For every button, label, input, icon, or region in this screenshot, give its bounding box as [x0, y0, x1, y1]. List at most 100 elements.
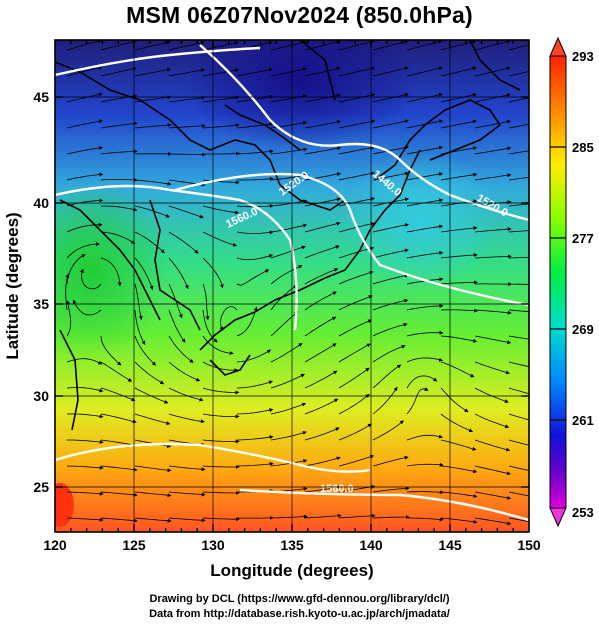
streamline-71: [168, 413, 205, 424]
streamline-224: [440, 439, 477, 451]
streamline-190: [406, 40, 443, 51]
streamline-31: [100, 361, 133, 382]
streamline-45: [134, 231, 165, 254]
streamline-248: [508, 70, 529, 77]
streamline-256: [508, 283, 529, 285]
streamline-32: [100, 387, 136, 402]
streamline-205: [406, 434, 443, 441]
streamline-232: [474, 146, 512, 155]
streamline-146: [304, 370, 338, 389]
streamline-98: [236, 122, 274, 129]
streamline-184: [372, 364, 402, 389]
streamline-134: [304, 66, 341, 77]
field-shading: [55, 40, 529, 532]
streamline-49: [134, 335, 157, 366]
streamline-3: [66, 119, 104, 129]
streamline-176: [372, 171, 410, 181]
streamline-81: [202, 179, 240, 185]
streamline-57: [168, 40, 205, 51]
streamline-201: [406, 330, 444, 337]
streamline-250: [508, 123, 529, 129]
streamline-240: [474, 361, 510, 375]
streamline-231: [474, 119, 512, 129]
streamline-108: [236, 380, 273, 389]
streamline-100: [237, 176, 274, 181]
credit-drawing: Drawing by DCL (https://www.gfd-dennou.o…: [149, 593, 450, 605]
x-tick-145: 145: [438, 537, 462, 553]
streamline-203: [406, 375, 438, 389]
streamline-182: [372, 322, 408, 337]
colorbar-tick-293: 293: [572, 49, 594, 64]
streamline-109: [236, 408, 274, 415]
streamline-238: [474, 309, 512, 315]
streamline-73: [168, 465, 206, 472]
streamline-13: [66, 387, 104, 393]
streamline-211: [440, 92, 477, 103]
streamline-82: [202, 205, 240, 215]
streamline-254: [508, 230, 529, 233]
streamline-130: [270, 458, 308, 467]
streamline-26: [100, 231, 136, 244]
streamline-218: [440, 280, 478, 285]
streamline-142: [304, 268, 339, 285]
streamline-22: [100, 121, 138, 129]
streamline-89: [202, 387, 240, 395]
streamline-20: [100, 66, 137, 77]
streamline-6: [66, 198, 104, 207]
streamline-208: [407, 517, 444, 522]
streamline-111: [236, 462, 274, 467]
streamline-249: [508, 97, 529, 103]
streamline-5: [66, 172, 104, 181]
streamline-33: [100, 413, 137, 424]
streamline-18: [66, 517, 104, 522]
streamline-157: [338, 171, 376, 181]
streamline-156: [338, 145, 376, 155]
streamline-145: [304, 343, 337, 363]
streamline-175: [372, 145, 410, 155]
streamline-212: [440, 119, 478, 129]
streamline-47: [134, 283, 143, 321]
streamline-2: [66, 92, 103, 103]
streamline-50: [134, 361, 165, 385]
colorbar-bottom-arrow: [549, 507, 567, 528]
streamline-41: [134, 123, 172, 129]
streamline-202: [406, 357, 443, 363]
streamline-17: [66, 491, 104, 496]
x-tick-130: 130: [201, 537, 225, 553]
streamline-150: [304, 485, 342, 493]
streamline-147: [304, 398, 339, 415]
streamline-85: [202, 283, 210, 321]
credit-data: Data from http://database.rish.kyoto-u.a…: [149, 608, 450, 620]
streamline-19: [100, 40, 137, 51]
streamline-263: [508, 465, 529, 471]
streamline-168: [338, 454, 375, 467]
streamline-230: [474, 93, 511, 103]
streamline-137: [304, 146, 342, 155]
streamline-155: [338, 119, 376, 129]
streamline-174: [372, 119, 409, 129]
height-contours: [55, 44, 529, 522]
streamline-83: [202, 231, 238, 247]
streamline-127: [270, 373, 305, 389]
streamline-88: [202, 361, 239, 373]
x-tick-120: 120: [43, 537, 67, 553]
streamline-227: [440, 517, 478, 524]
tick-marks: [55, 40, 529, 532]
streamline-173: [372, 92, 409, 103]
streamline-167: [338, 423, 372, 441]
streamline-136: [304, 119, 342, 129]
graticule: [55, 40, 529, 532]
streamline-210: [440, 66, 477, 77]
streamline-243: [474, 439, 511, 452]
streamline-78: [202, 95, 240, 103]
streamline-214: [440, 172, 478, 181]
streamline-244: [474, 465, 511, 476]
streamline-140: [304, 221, 341, 233]
contour-label-1560-south: 1560.0: [320, 483, 354, 495]
streamline-259: [508, 361, 529, 368]
streamline-260: [508, 387, 529, 395]
streamline-114: [270, 40, 307, 51]
streamline-221: [440, 361, 475, 378]
streamline-247: [508, 44, 529, 51]
streamline-144: [304, 316, 337, 337]
